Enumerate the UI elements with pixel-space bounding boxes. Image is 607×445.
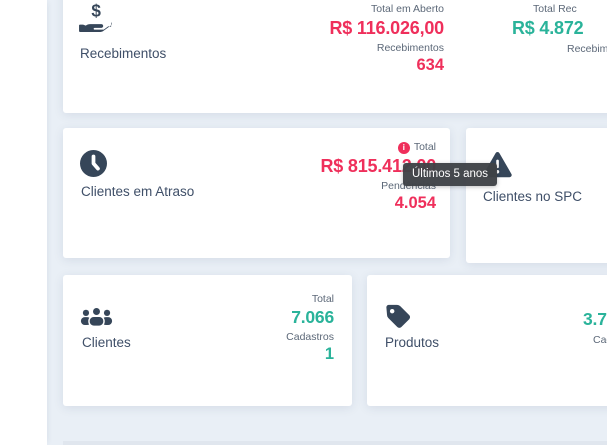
svg-text:$: $	[91, 2, 101, 20]
card-recebimentos[interactable]: $ Recebimentos Total em Aberto R$ 116.02…	[63, 0, 607, 113]
atraso-total-label: Total	[413, 141, 436, 153]
clock-icon	[80, 150, 107, 182]
clientes-total-value: 7.066	[291, 307, 334, 327]
atraso-count-label: Pendências	[381, 180, 436, 192]
open-total-value: R$ 116.026,00	[329, 18, 444, 38]
card-clientes-em-atraso[interactable]: Clientes em Atraso i Total R$ 815.412,00…	[63, 128, 450, 258]
hand-holding-dollar-icon: $	[79, 0, 112, 39]
card-clientes-em-atraso-title: Clientes em Atraso	[81, 184, 195, 199]
received-total-value: R$ 4.872	[512, 18, 584, 38]
next-section-edge	[63, 441, 607, 445]
open-count-value: 634	[416, 56, 444, 74]
produtos-count-label: Cad	[593, 334, 607, 346]
card-produtos-title: Produtos	[385, 335, 440, 350]
open-count-label: Recebimentos	[376, 42, 444, 54]
card-clientes-title: Clientes	[82, 335, 131, 350]
tooltip-ultimos-5-anos: Últimos 5 anos	[403, 163, 498, 186]
clientes-count-value: 1	[324, 345, 334, 363]
info-icon[interactable]: i	[397, 141, 410, 154]
clientes-count-label: Cadastros	[286, 331, 334, 343]
card-clientes-no-spc-title: Clientes no SPC	[483, 189, 583, 204]
tag-icon	[382, 301, 413, 337]
card-recebimentos-title: Recebimentos	[80, 46, 167, 61]
clientes-stats: Total 7.066 Cadastros 1	[63, 293, 334, 365]
clientes-total-label: Total	[311, 293, 334, 305]
atraso-total-value: R$ 815.412,00	[320, 156, 437, 176]
atraso-stats: i Total R$ 815.412,00 Pendências 4.054	[63, 141, 437, 214]
card-produtos[interactable]: Produtos 3.7 Cad	[367, 275, 607, 406]
open-total-label: Total em Aberto	[371, 3, 444, 15]
atraso-count-value: 4.054	[394, 194, 436, 212]
card-clientes[interactable]: Clientes Total 7.066 Cadastros 1	[63, 275, 352, 406]
received-total-label: Total Rec	[533, 3, 577, 15]
recebimentos-open-stats: Total em Aberto R$ 116.026,00 Recebiment…	[63, 3, 444, 76]
received-count-label: Recebim	[567, 43, 607, 55]
produtos-total-value: 3.7	[583, 309, 607, 329]
users-icon	[80, 306, 113, 333]
left-sidebar-edge	[0, 0, 47, 445]
card-clientes-no-spc[interactable]: Clientes no SPC	[466, 128, 607, 263]
